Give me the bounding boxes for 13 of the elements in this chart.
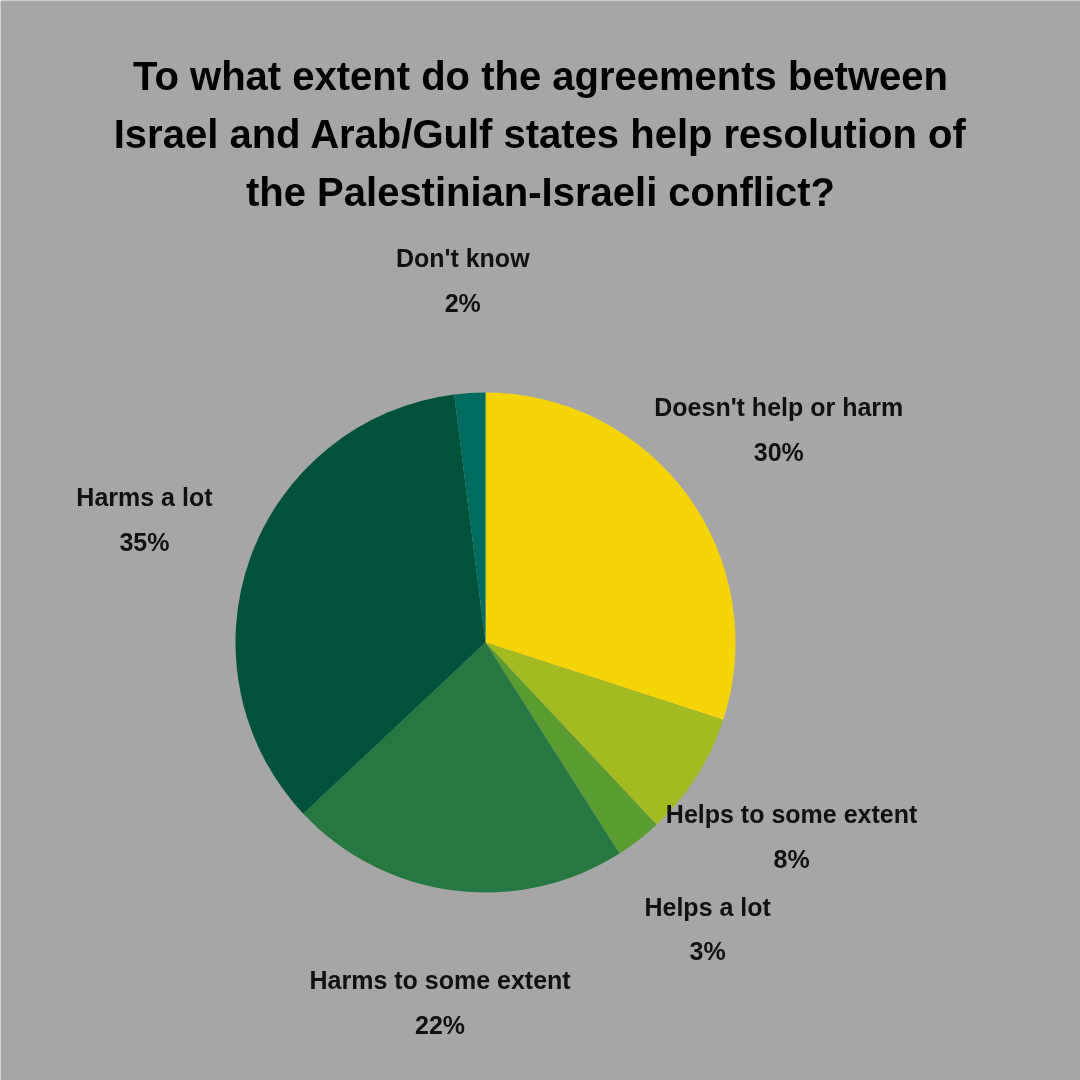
data-label: 3% (689, 937, 726, 966)
slice-label: Helps a lot (644, 892, 772, 921)
slice-label: Doesn't help or harm (654, 393, 904, 422)
data-label: 30% (753, 437, 804, 466)
slice-label: Don't know (395, 244, 531, 273)
data-label: 8% (773, 845, 810, 874)
chart-title: To what extent do the agreements between Israel and Arab/Gulf states help resolution of the Palestinian-Israeli conflict? (113, 53, 967, 214)
data-label: 2% (444, 289, 481, 318)
slice-label: Harms to some extent (309, 965, 572, 994)
slice-label: Harms a lot (76, 483, 214, 512)
data-label: 35% (119, 528, 170, 557)
slice-label: Helps to some extent (665, 800, 918, 829)
data-label: 22% (415, 1010, 466, 1039)
